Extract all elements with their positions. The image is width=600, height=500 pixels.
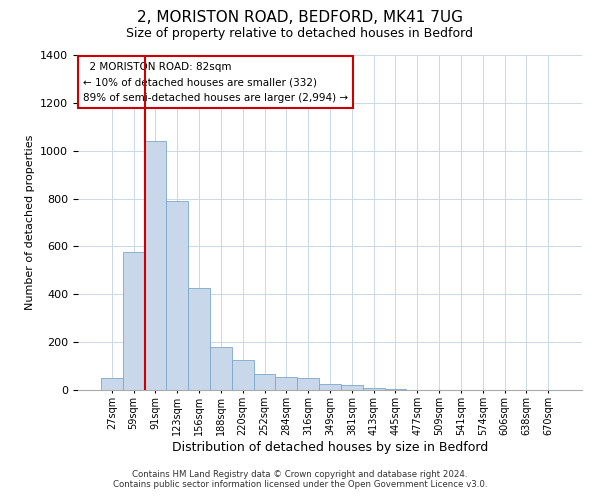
- Text: 2, MORISTON ROAD, BEDFORD, MK41 7UG: 2, MORISTON ROAD, BEDFORD, MK41 7UG: [137, 10, 463, 25]
- Bar: [123, 252, 145, 390]
- Bar: [363, 388, 385, 390]
- Bar: [145, 141, 166, 390]
- Bar: [297, 378, 319, 390]
- Bar: [254, 374, 275, 390]
- Bar: [166, 201, 188, 390]
- X-axis label: Distribution of detached houses by size in Bedford: Distribution of detached houses by size …: [172, 440, 488, 454]
- Bar: [101, 378, 123, 390]
- Bar: [385, 389, 406, 390]
- Text: Contains public sector information licensed under the Open Government Licence v3: Contains public sector information licen…: [113, 480, 487, 489]
- Text: Size of property relative to detached houses in Bedford: Size of property relative to detached ho…: [127, 28, 473, 40]
- Bar: [210, 347, 232, 390]
- Text: Contains HM Land Registry data © Crown copyright and database right 2024.: Contains HM Land Registry data © Crown c…: [132, 470, 468, 479]
- Bar: [232, 360, 254, 390]
- Y-axis label: Number of detached properties: Number of detached properties: [25, 135, 35, 310]
- Bar: [319, 384, 341, 390]
- Bar: [188, 288, 210, 390]
- Text: 2 MORISTON ROAD: 82sqm
← 10% of detached houses are smaller (332)
89% of semi-de: 2 MORISTON ROAD: 82sqm ← 10% of detached…: [83, 62, 348, 103]
- Bar: [275, 377, 297, 390]
- Bar: [341, 385, 363, 390]
